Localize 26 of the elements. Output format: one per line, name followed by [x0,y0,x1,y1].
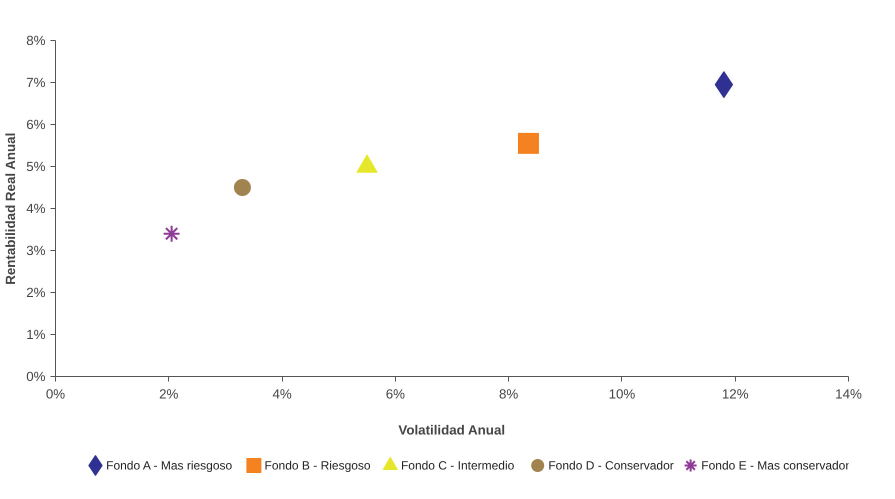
legend-label: Fondo B - Riesgoso [264,458,371,472]
y-tick-label: 1% [26,327,46,342]
x-tick-label: 14% [835,386,862,402]
y-tick-label: 8% [26,33,46,48]
point [234,179,251,196]
x-tick-label: 2% [159,386,179,402]
x-tick-label: 12% [722,386,749,402]
x-tick-label: 8% [499,386,518,402]
x-tick-label: 4% [272,386,292,402]
y-axis-title: Rentabilidad Real Anual [3,132,18,285]
x-tick-label: 0% [46,386,66,402]
y-tick-label: 3% [26,243,46,258]
legend-label: Fondo C - Intermedio [400,458,515,472]
x-tick-label: 6% [386,386,406,402]
y-tick-label: 2% [26,285,46,300]
point [518,132,539,154]
x-axis-title: Volatilidad Anual [398,422,506,438]
y-tick-label: 5% [26,159,46,174]
legend-label: Fondo D - Conservador [548,458,674,472]
y-tick-label: 0% [26,369,46,384]
legend-label: Fondo A - Mas riesgoso [106,458,233,472]
x-tick-label: 10% [608,386,636,402]
y-tick-label: 7% [26,75,46,90]
y-tick-label: 6% [26,117,46,132]
point [162,224,181,243]
y-tick-label: 4% [26,201,46,216]
